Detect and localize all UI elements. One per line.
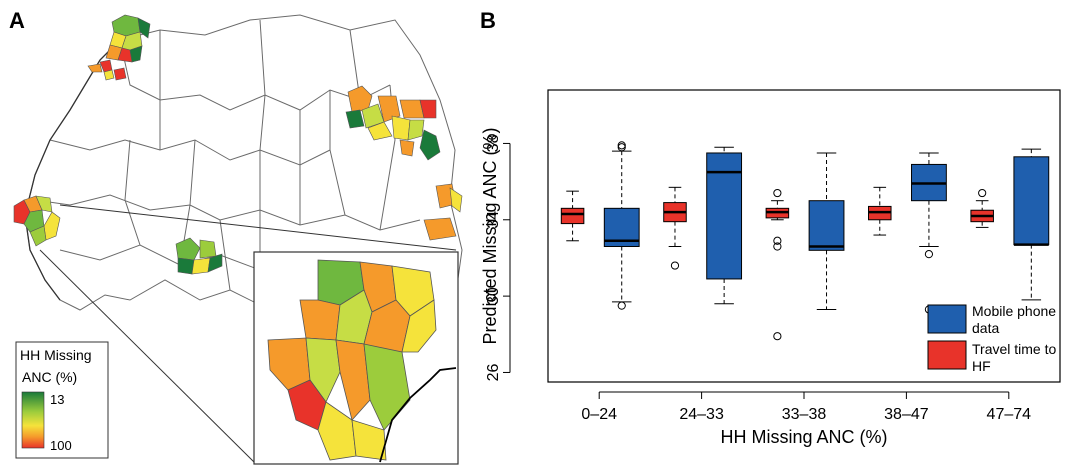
box-item	[868, 186, 892, 236]
y-tick-label: 38	[485, 134, 502, 152]
box-item	[663, 186, 687, 270]
box-item	[911, 152, 947, 314]
district-cluster-west	[13, 195, 61, 247]
boxes	[560, 141, 1050, 341]
x-tick-label: 47–74	[987, 406, 1032, 423]
box-item	[603, 141, 640, 310]
x-tick-label: 33–38	[782, 406, 827, 423]
inset-districts	[267, 259, 437, 461]
inset-border-line	[379, 367, 457, 463]
map-panel: A	[0, 0, 470, 465]
box-item	[1013, 148, 1050, 301]
x-tick-label: 0–24	[581, 406, 617, 423]
box-rect	[808, 200, 845, 251]
outlier-point	[773, 188, 782, 198]
y-tick-label: 30	[485, 287, 502, 305]
x-axis: 0–24 24–33 33–38 38–47 47–74	[581, 391, 1032, 423]
box-item	[560, 190, 585, 242]
x-tick-label: 24–33	[679, 406, 724, 423]
box-item	[765, 188, 790, 341]
outlier-point	[924, 250, 934, 259]
outlier-point	[670, 261, 680, 270]
plot-frame	[547, 89, 1061, 383]
map-legend-colorbar	[21, 391, 45, 449]
box-item	[808, 152, 845, 310]
box-rect	[560, 207, 585, 225]
district-cluster-north	[87, 14, 151, 81]
legend-label-travel-2: HF	[972, 358, 991, 374]
zoom-line-top	[59, 204, 457, 251]
y-axis-label: Predicted Missing ANC (%)	[480, 127, 500, 344]
boxplot-chart: 26 30 34 38 0–24 24–33 33–38 38–47 47–74 Predic…	[480, 89, 1061, 447]
box-item	[706, 146, 743, 305]
legend-swatch-travel	[927, 340, 967, 370]
legend-swatch-mobile	[927, 304, 967, 334]
outlier-point	[978, 188, 987, 198]
boxplot-panel: B 26 30 34 38 0–24 24–33 33–38 38–47 47–74 Pred…	[470, 0, 1075, 465]
y-axis: 26 30 34 38	[485, 134, 511, 381]
y-tick-label: 34	[485, 211, 502, 229]
outlier-point	[773, 236, 782, 245]
panel-label-a: A	[9, 8, 25, 33]
outlier-point	[773, 242, 782, 251]
panel-label-b: B	[480, 8, 496, 33]
coastline	[24, 39, 121, 301]
outlier-point	[617, 143, 626, 152]
zoom-line-bottom	[39, 249, 255, 463]
map-legend-top-value: 13	[50, 392, 64, 407]
box-item	[970, 188, 994, 228]
district-cluster-east	[345, 85, 463, 241]
district-cluster-south	[175, 237, 223, 275]
box-rect	[706, 152, 743, 280]
legend-label-mobile-2: data	[972, 320, 999, 336]
map-legend-title-2: ANC (%)	[22, 369, 77, 385]
y-tick-label: 26	[485, 363, 502, 381]
x-tick-label: 38–47	[884, 406, 929, 423]
legend-label-travel-1: Travel time to	[972, 341, 1056, 357]
map-figure: HH Missing ANC (%) 13 100	[13, 14, 463, 465]
box-rect	[1013, 156, 1050, 246]
outlier-point	[617, 301, 626, 310]
x-axis-label: HH Missing ANC (%)	[720, 427, 887, 447]
legend-label-mobile-1: Mobile phone	[972, 303, 1056, 319]
map-legend-title-1: HH Missing	[20, 347, 92, 363]
outlier-point	[773, 332, 782, 341]
chart-legend: Mobile phone data Travel time to HF	[927, 303, 1056, 374]
map-legend-bottom-value: 100	[50, 438, 72, 453]
